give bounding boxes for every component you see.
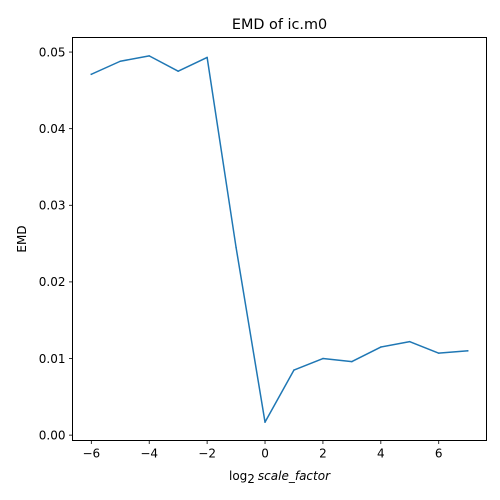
series-line-0 [90,55,469,423]
data-point [235,246,237,249]
x-tick-label: −4 [140,447,158,461]
data-point [437,352,440,354]
data-point [351,360,353,363]
y-tick-label: 0.05 [39,45,66,59]
data-point [380,346,382,348]
plot-frame [72,37,487,441]
x-tick-label: 2 [319,447,327,461]
data-point [206,56,208,59]
x-axis-label-variable: scale_factor [258,469,331,483]
data-point [409,340,411,343]
y-tick-label: 0.04 [39,122,66,136]
x-tick-label: −6 [82,447,100,461]
data-point [90,73,93,76]
x-axis-label-base: 2 [247,472,255,486]
data-point [322,357,324,360]
y-tick-label: 0.01 [39,352,66,366]
data-point [119,60,122,62]
y-tick-label: 0.03 [39,199,66,213]
x-axis-label-log: log [229,469,247,483]
x-tick-label: 0 [261,447,269,461]
data-point [466,350,469,352]
data-point [293,369,295,371]
y-tick-label: 0.00 [39,428,66,442]
x-axis-label: log2 scale_factor [229,469,331,486]
x-tick-label: 6 [435,447,443,461]
x-tick-label: −2 [198,447,216,461]
data-point [177,70,179,72]
x-tick-label: 4 [377,447,385,461]
y-tick-label: 0.02 [39,275,66,289]
data-point [148,55,150,57]
y-axis-label: EMD [15,225,29,252]
data-point [264,421,266,423]
chart-title: EMD of ic.m0 [232,17,327,33]
